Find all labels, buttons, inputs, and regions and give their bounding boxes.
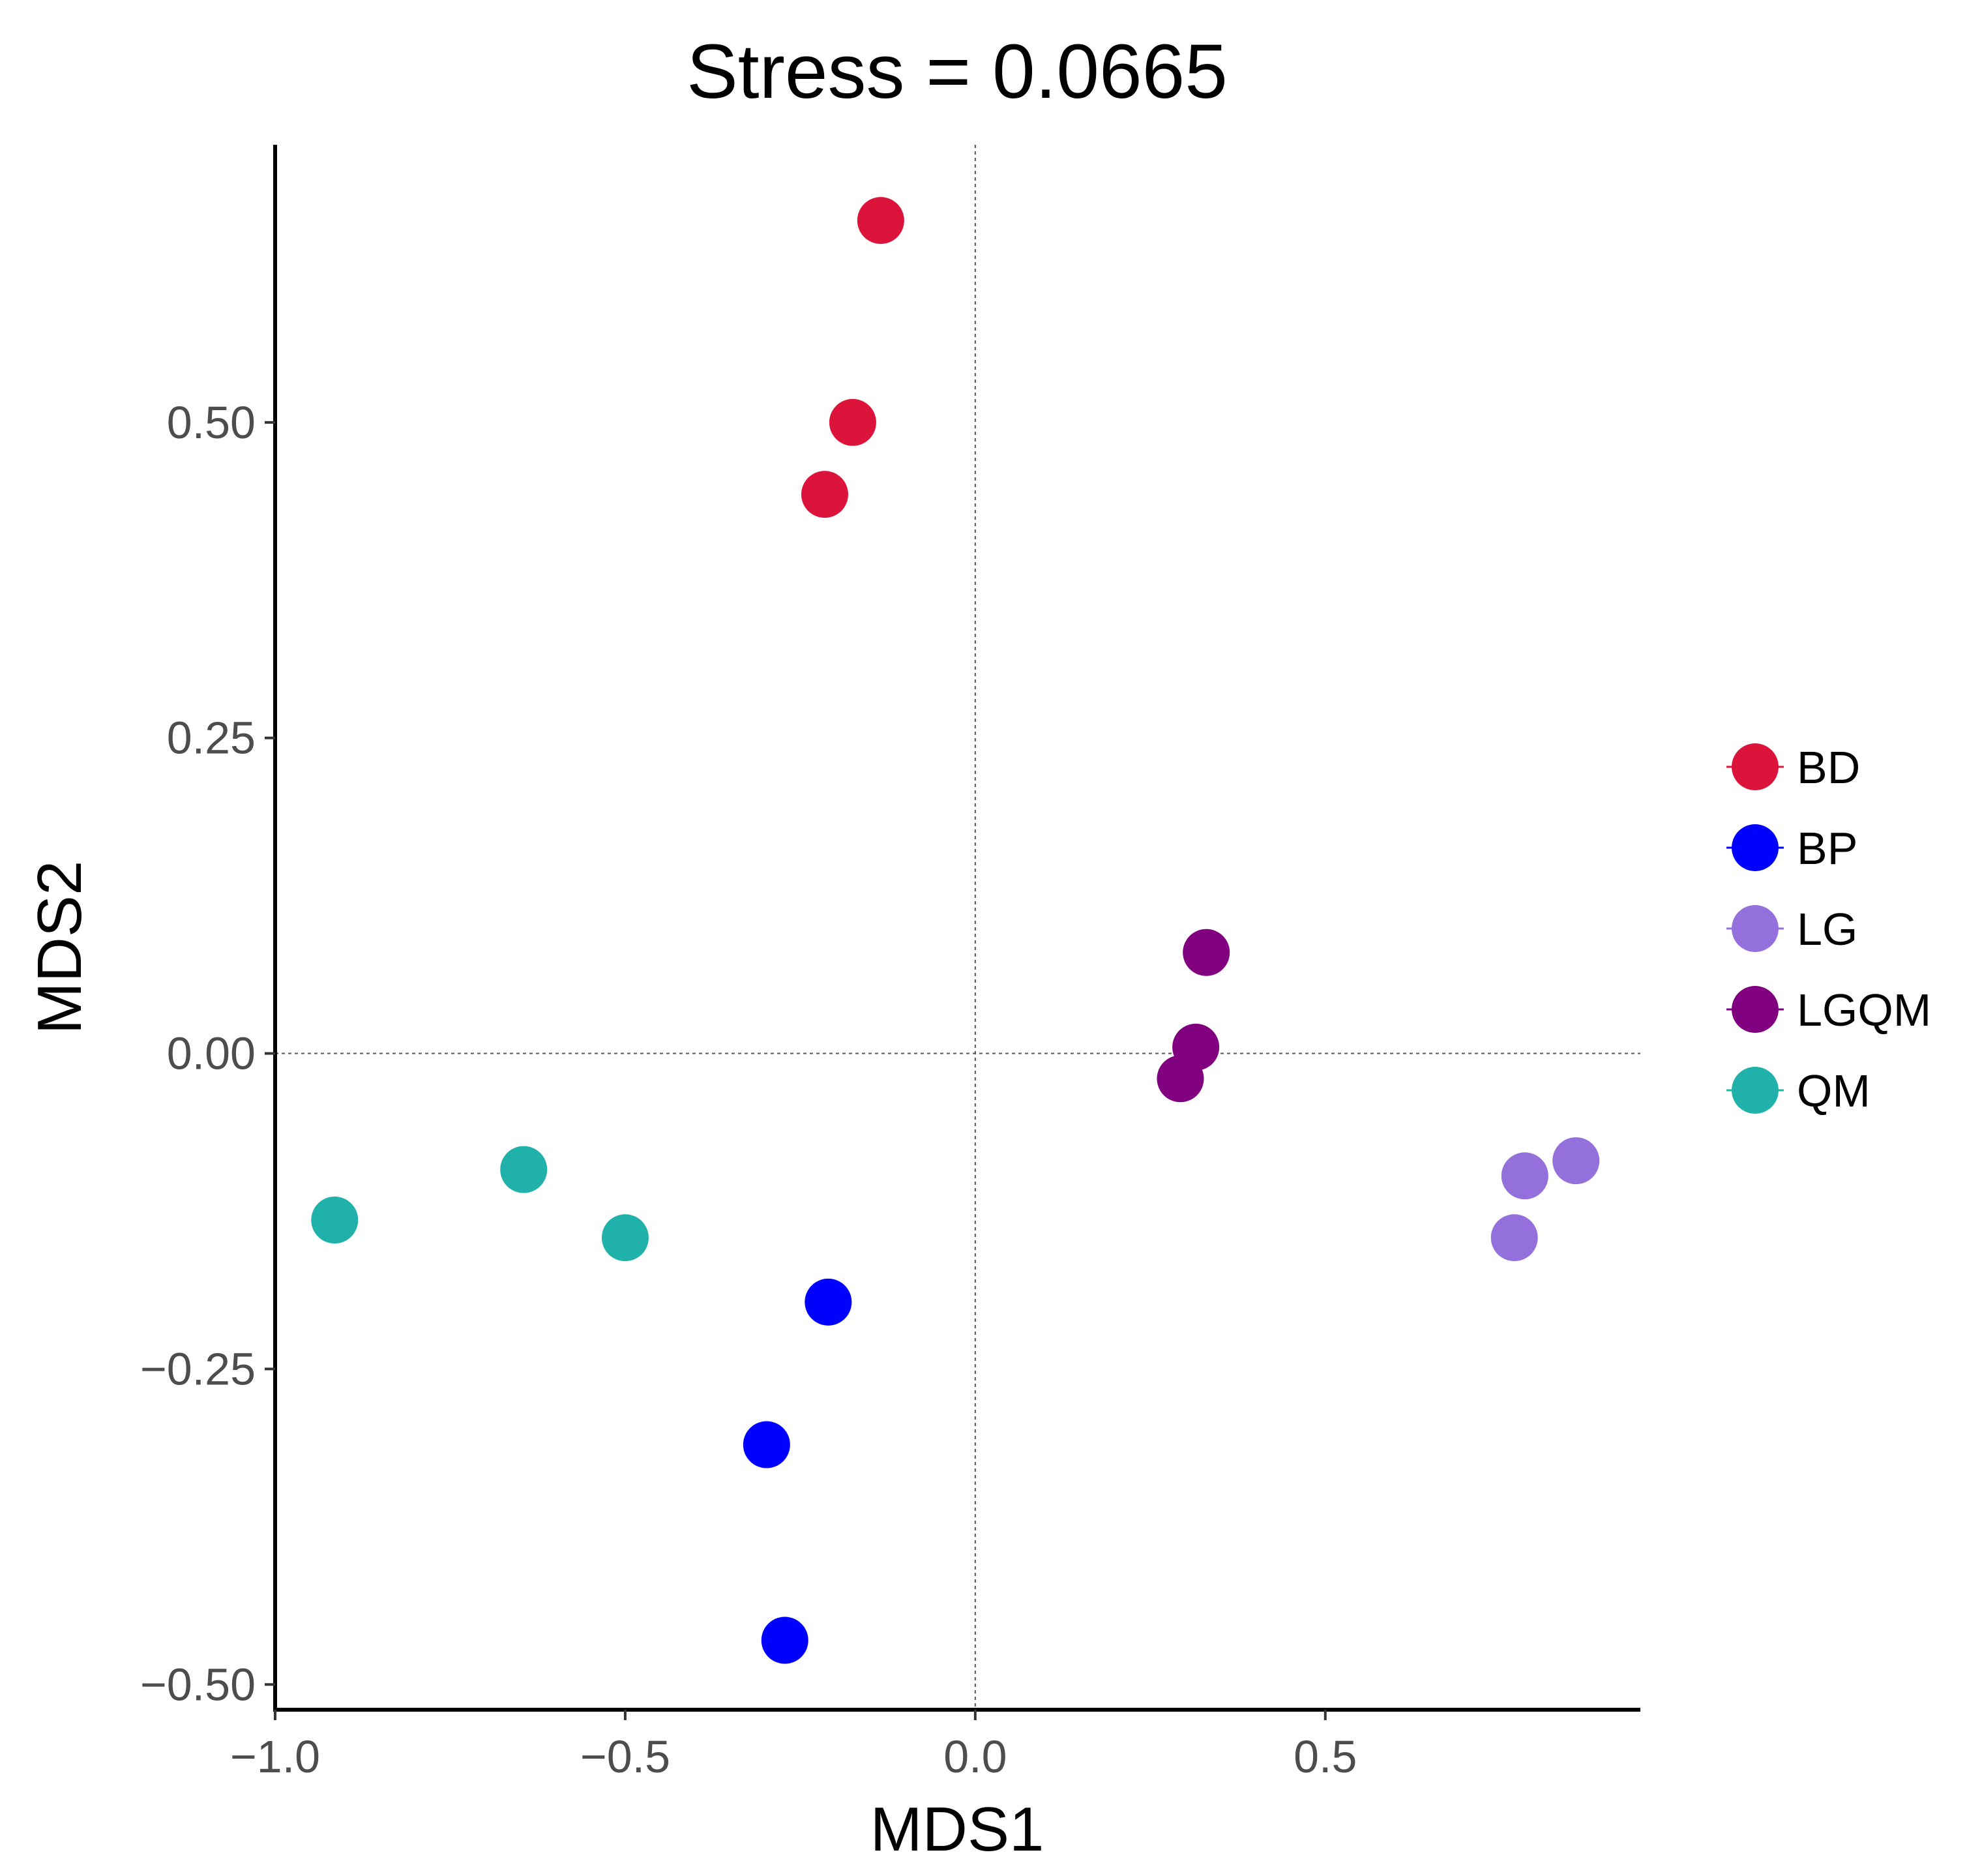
data-points [311,197,1600,1664]
point-qm [311,1197,359,1244]
point-bd [857,197,904,245]
chart-title: Stress = 0.0665 [687,29,1228,115]
point-bp [805,1278,852,1326]
legend-item-qm: QM [1726,1065,1871,1116]
y-tick-label: −0.50 [140,1659,256,1710]
legend-label: BP [1797,823,1857,874]
legend-item-lg: LG [1726,904,1857,955]
y-axis-ticks: −0.50 −0.25 0.00 0.25 0.50 [140,397,275,1710]
legend-label: BD [1797,742,1860,793]
point-bp [761,1616,808,1664]
point-lg [1490,1214,1538,1262]
x-tick-label: 0.5 [1294,1731,1357,1782]
y-axis-title: MDS2 [25,861,95,1035]
legend-label: LG [1797,904,1857,955]
legend-key-marker [1732,824,1779,871]
x-axis-title: MDS1 [870,1794,1044,1864]
y-tick-label: 0.50 [167,397,256,448]
point-lg [1501,1152,1548,1200]
legend-item-bd: BD [1726,742,1860,793]
x-axis-ticks: −1.0 −0.5 0.0 0.5 [230,1710,1357,1782]
point-lgqm [1157,1055,1204,1103]
y-tick-label: −0.25 [140,1343,256,1394]
legend-item-bp: BP [1726,823,1857,874]
legend-item-lgqm: LGQM [1726,985,1931,1035]
x-tick-label: −1.0 [230,1731,320,1782]
reference-lines [275,145,1640,1710]
x-tick-label: −0.5 [580,1731,670,1782]
point-qm [601,1214,649,1262]
legend: BD BP LG LGQM QM [1726,742,1931,1116]
y-tick-label: 0.25 [167,713,256,764]
y-tick-label: 0.00 [167,1028,256,1079]
legend-key-marker [1732,905,1779,952]
point-lg [1552,1137,1600,1185]
legend-label: LGQM [1797,985,1931,1035]
point-bd [801,471,848,518]
legend-key-marker [1732,743,1779,790]
legend-label: QM [1797,1065,1871,1116]
point-bd [829,398,876,446]
point-qm [500,1146,548,1193]
legend-key-marker [1732,986,1779,1033]
legend-key-marker [1732,1067,1779,1114]
point-lgqm [1183,929,1230,976]
point-bp [743,1421,790,1468]
x-tick-label: 0.0 [943,1731,1007,1782]
